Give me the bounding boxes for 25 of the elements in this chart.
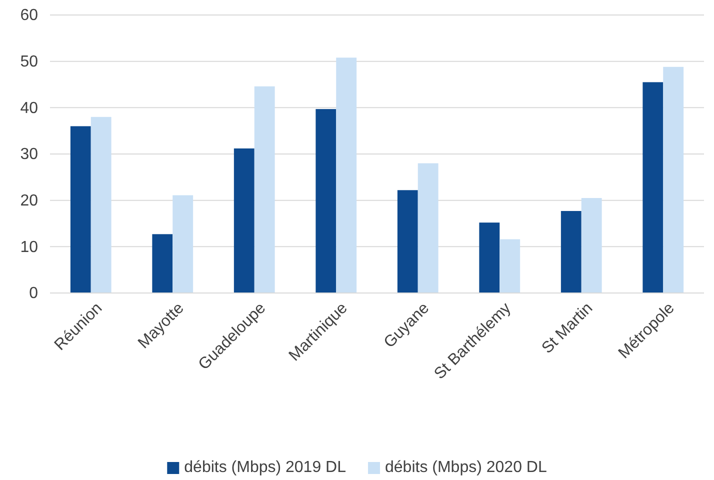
bar [642,82,664,293]
bar [316,109,336,293]
bar [581,198,602,293]
bar [500,239,520,293]
legend-label: débits (Mbps) 2019 DL [184,459,346,476]
bar [254,86,275,293]
y-tick-label: 20 [20,192,38,210]
bar [152,234,173,293]
y-tick-label: 60 [20,7,38,24]
y-tick-label: 30 [20,146,38,164]
y-tick-label: 0 [29,285,38,302]
y-tick-label: 10 [20,238,38,256]
bar [172,195,194,293]
bar [479,222,500,293]
bar [418,163,438,293]
bar [336,58,357,293]
bar [560,210,582,293]
bar [70,126,91,293]
bar [663,66,684,293]
bar [234,148,254,293]
bar [90,116,112,293]
bar [397,190,418,293]
y-tick-label: 40 [20,100,38,117]
y-tick-label: 50 [20,53,38,70]
legend-label: débits (Mbps) 2020 DL [385,459,547,476]
